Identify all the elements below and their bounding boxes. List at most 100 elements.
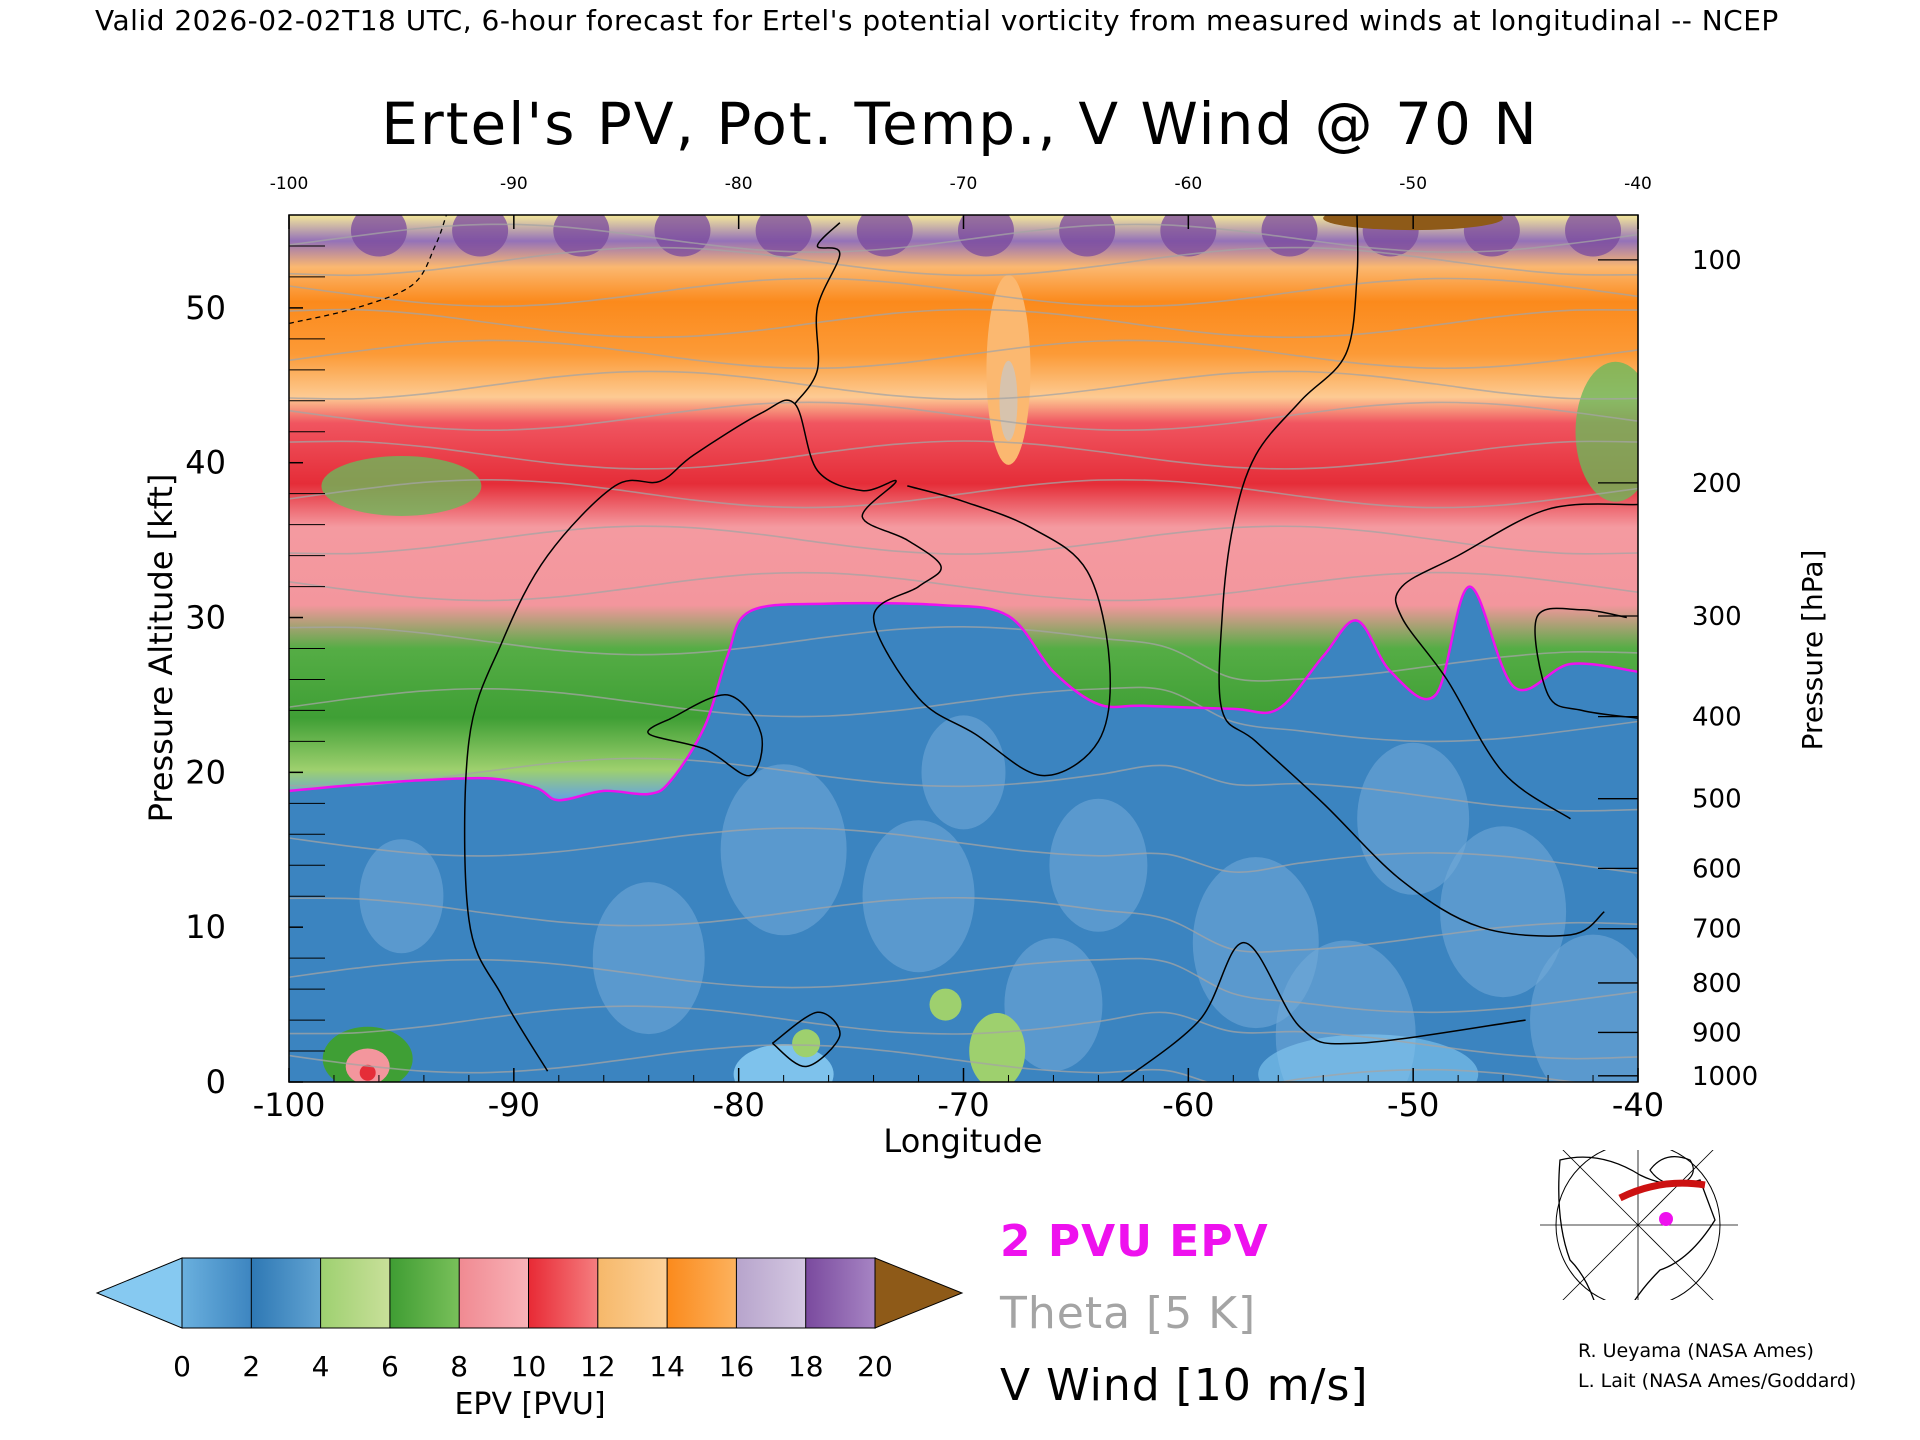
x-tick-label-top: -80 xyxy=(725,174,753,194)
pressure-tick-label: 300 xyxy=(1692,602,1742,632)
map-transect xyxy=(1618,1179,1706,1202)
upper-pv-ridge xyxy=(1160,215,1217,257)
colorbar-segment xyxy=(389,1257,461,1329)
x-tick-label-top: -50 xyxy=(1399,174,1427,194)
low-pv-patch xyxy=(1440,826,1567,998)
x-tick-label-top: -60 xyxy=(1174,174,1202,194)
vwind-contour xyxy=(647,694,764,777)
pressure-tick-label: 500 xyxy=(1692,785,1742,815)
credits: R. Ueyama (NASA Ames) L. Lait (NASA Ames… xyxy=(1578,1336,1856,1396)
x-tick-label-top: -100 xyxy=(270,174,309,194)
theta-isentrope xyxy=(289,370,1638,401)
pressure-tick-label: 100 xyxy=(1692,246,1742,276)
upper-pv-ridge xyxy=(1565,215,1622,257)
theta-isentrope xyxy=(289,571,1638,602)
map-coastline xyxy=(1558,1156,1716,1300)
colorbar-tick-label: 12 xyxy=(580,1350,616,1383)
upper-pv-ridge xyxy=(856,215,913,257)
surface-pv-blob xyxy=(359,1064,376,1081)
pressure-tick-label: 1000 xyxy=(1692,1062,1758,1092)
upper-pv-ridge xyxy=(452,215,509,257)
theta-isentrope xyxy=(289,957,1638,1014)
upper-pv-ridge xyxy=(350,215,407,257)
x-tick-label: -40 xyxy=(1612,1086,1664,1124)
upper-pv-ridge xyxy=(654,215,711,257)
theta-isentrope xyxy=(289,757,1638,812)
x-axis-label: Longitude xyxy=(883,1122,1042,1160)
colorbar-tick-label: 4 xyxy=(312,1350,330,1383)
theta-isentrope xyxy=(289,525,1638,555)
low-pv-patch xyxy=(1049,798,1148,932)
y-tick-label: 0 xyxy=(206,1063,226,1101)
surface-pv-blob xyxy=(792,1029,821,1058)
colorbar-tick-label: 18 xyxy=(788,1350,824,1383)
pressure-tick-label: 700 xyxy=(1692,915,1742,945)
pv-spike-core xyxy=(999,360,1018,441)
upper-pv-ridge xyxy=(1463,215,1520,257)
colorbar-segment xyxy=(735,1257,807,1329)
map-meridian xyxy=(1637,1224,1714,1300)
credit-line: L. Lait (NASA Ames/Goddard) xyxy=(1578,1370,1857,1392)
map-location-dot xyxy=(1659,1212,1673,1226)
theta-isentrope xyxy=(289,827,1638,874)
vwind-contour xyxy=(1534,607,1638,719)
x-tick-label-top: -90 xyxy=(500,174,528,194)
colorbar-segment xyxy=(181,1257,253,1329)
low-pv-patch xyxy=(1530,934,1638,1082)
pressure-axis-label: Pressure [hPa] xyxy=(1796,550,1829,751)
map-meridian xyxy=(1637,1150,1714,1226)
pv-2pvu-contour xyxy=(289,585,1638,802)
pressure-tick-label: 600 xyxy=(1692,854,1742,884)
pressure-tick-label: 800 xyxy=(1692,969,1742,999)
vwind-contour xyxy=(1120,941,1526,1082)
pressure-tick-label: 200 xyxy=(1692,469,1742,499)
vwind-negative-contour xyxy=(289,215,448,325)
colorbar-tick-label: 20 xyxy=(857,1350,893,1383)
x-tick-label: -80 xyxy=(713,1086,765,1124)
pressure-tick-label: 400 xyxy=(1692,703,1742,733)
y-tick-label: 20 xyxy=(185,753,226,791)
colorbar-segment xyxy=(458,1257,530,1329)
x-tick-label: -60 xyxy=(1162,1086,1214,1124)
vwind-contour xyxy=(771,1011,841,1068)
theta-isentrope xyxy=(289,686,1638,743)
upper-pv-ridge xyxy=(957,215,1014,257)
vwind-contour xyxy=(1218,215,1605,937)
legend-2pvu: 2 PVU EPV xyxy=(1000,1216,1269,1267)
theta-isentrope xyxy=(289,625,1638,682)
x-tick-label: -100 xyxy=(253,1086,326,1124)
vwind-contour xyxy=(1394,503,1638,820)
credit-line: R. Ueyama (NASA Ames) xyxy=(1578,1340,1814,1362)
y-tick-label: 40 xyxy=(185,444,226,482)
low-pv-patch xyxy=(592,882,705,1035)
colorbar-segment xyxy=(320,1257,391,1329)
chart-title: Ertel's PV, Pot. Temp., V Wind @ 70 N xyxy=(381,90,1539,158)
theta-isentrope xyxy=(289,401,1638,432)
pressure-tick-label: 900 xyxy=(1692,1018,1742,1048)
theta-isentrope xyxy=(289,478,1638,509)
colorbar-segment xyxy=(250,1257,322,1329)
y-axis-label: Pressure Altitude [kft] xyxy=(142,474,180,823)
x-tick-label-top: -40 xyxy=(1624,174,1652,194)
theta-isentrope xyxy=(289,246,1638,277)
map-meridian xyxy=(1562,1224,1639,1300)
colorbar-segment xyxy=(597,1257,669,1329)
upper-pv-ridge xyxy=(1261,215,1318,257)
y-tick-label: 30 xyxy=(185,599,226,637)
mid-pv-blob xyxy=(1575,361,1638,502)
colorbar-segment xyxy=(805,1257,877,1329)
surface-pv-blob xyxy=(969,1013,1026,1082)
legend-theta: Theta [5 K] xyxy=(1000,1288,1257,1339)
min-pv-patch xyxy=(1258,1034,1479,1082)
upper-pv-ridge xyxy=(1059,215,1116,257)
colorbar-tick-label: 10 xyxy=(511,1350,547,1383)
theta-isentrope xyxy=(289,277,1638,308)
low-pv-patch xyxy=(720,764,847,936)
location-map xyxy=(1540,1150,1738,1300)
legend-vwind: V Wind [10 m/s] xyxy=(1000,1360,1369,1411)
colorbar-tick-label: 6 xyxy=(381,1350,399,1383)
x-tick-label: -90 xyxy=(488,1086,540,1124)
theta-isentrope xyxy=(289,223,1638,253)
theta-isentrope xyxy=(289,440,1638,470)
surface-pv-blob xyxy=(929,988,962,1021)
